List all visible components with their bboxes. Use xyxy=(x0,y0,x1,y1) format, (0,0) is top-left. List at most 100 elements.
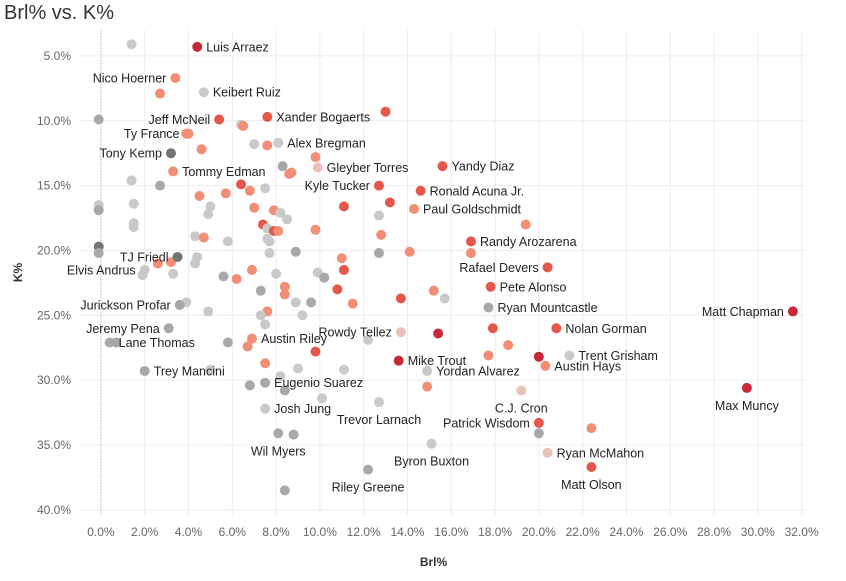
data-point[interactable] xyxy=(586,423,597,434)
data-point-labeled[interactable] xyxy=(542,262,553,273)
data-point-labeled[interactable] xyxy=(273,428,284,439)
data-point-labeled[interactable] xyxy=(363,464,374,475)
data-point[interactable] xyxy=(286,167,297,178)
data-point[interactable] xyxy=(93,205,104,216)
data-point[interactable] xyxy=(297,310,308,321)
data-point[interactable] xyxy=(128,198,139,209)
data-point[interactable] xyxy=(384,197,395,208)
data-point-labeled[interactable] xyxy=(260,377,271,388)
data-point[interactable] xyxy=(198,232,209,243)
data-point[interactable] xyxy=(168,268,179,279)
data-point[interactable] xyxy=(242,341,253,352)
data-point-labeled[interactable] xyxy=(163,323,174,334)
data-point[interactable] xyxy=(275,207,286,218)
data-point-labeled[interactable] xyxy=(246,333,257,344)
data-point-labeled[interactable] xyxy=(393,355,404,366)
data-point-labeled[interactable] xyxy=(422,366,433,377)
data-point[interactable] xyxy=(260,319,271,330)
data-point-labeled[interactable] xyxy=(426,438,437,449)
data-point[interactable] xyxy=(249,202,260,213)
data-point[interactable] xyxy=(190,258,201,269)
data-point-labeled[interactable] xyxy=(415,185,426,196)
data-point[interactable] xyxy=(282,214,293,225)
data-point[interactable] xyxy=(271,268,282,279)
data-point[interactable] xyxy=(373,210,384,221)
data-point-labeled[interactable] xyxy=(373,180,384,191)
data-point[interactable] xyxy=(264,236,275,247)
data-point-labeled[interactable] xyxy=(192,41,203,52)
data-point-labeled[interactable] xyxy=(168,166,179,177)
data-point[interactable] xyxy=(194,190,205,201)
data-point-labeled[interactable] xyxy=(483,302,494,313)
data-point[interactable] xyxy=(279,485,290,496)
data-point[interactable] xyxy=(306,297,317,308)
data-point-labeled[interactable] xyxy=(516,385,527,396)
data-point[interactable] xyxy=(249,139,260,150)
data-point[interactable] xyxy=(222,337,233,348)
data-point[interactable] xyxy=(152,258,163,269)
data-point-labeled[interactable] xyxy=(741,382,752,393)
data-point-labeled[interactable] xyxy=(395,327,406,338)
data-point[interactable] xyxy=(338,264,349,275)
data-point[interactable] xyxy=(487,323,498,334)
data-point[interactable] xyxy=(205,364,216,375)
data-point-labeled[interactable] xyxy=(437,161,448,172)
data-point-labeled[interactable] xyxy=(787,306,798,317)
data-point[interactable] xyxy=(231,273,242,284)
data-point-labeled[interactable] xyxy=(260,403,271,414)
data-point-labeled[interactable] xyxy=(551,323,562,334)
data-point[interactable] xyxy=(290,297,301,308)
data-point[interactable] xyxy=(205,201,216,212)
data-point-labeled[interactable] xyxy=(139,264,150,275)
data-point[interactable] xyxy=(332,284,343,295)
data-point[interactable] xyxy=(373,248,384,259)
data-point-labeled[interactable] xyxy=(540,360,551,371)
data-point[interactable] xyxy=(428,285,439,296)
data-point[interactable] xyxy=(155,180,166,191)
data-point-labeled[interactable] xyxy=(485,281,496,292)
data-point[interactable] xyxy=(290,246,301,257)
data-point[interactable] xyxy=(433,328,444,339)
data-point[interactable] xyxy=(220,188,231,199)
data-point[interactable] xyxy=(260,358,271,369)
data-point-labeled[interactable] xyxy=(174,299,185,310)
data-point[interactable] xyxy=(93,114,104,125)
data-point-labeled[interactable] xyxy=(214,114,225,125)
data-point[interactable] xyxy=(244,185,255,196)
data-point[interactable] xyxy=(380,106,391,117)
data-point[interactable] xyxy=(126,175,137,186)
data-point[interactable] xyxy=(203,306,214,317)
data-point[interactable] xyxy=(196,144,207,155)
data-point-labeled[interactable] xyxy=(139,366,150,377)
data-point[interactable] xyxy=(246,264,257,275)
data-point-labeled[interactable] xyxy=(409,203,420,214)
data-point[interactable] xyxy=(279,385,290,396)
data-point[interactable] xyxy=(273,226,284,237)
data-point[interactable] xyxy=(533,351,544,362)
data-point-labeled[interactable] xyxy=(373,397,384,408)
data-point[interactable] xyxy=(292,363,303,374)
data-point[interactable] xyxy=(317,393,328,404)
data-point-labeled[interactable] xyxy=(104,337,115,348)
data-point-labeled[interactable] xyxy=(262,111,273,122)
data-point[interactable] xyxy=(238,120,249,131)
data-point[interactable] xyxy=(338,201,349,212)
data-point[interactable] xyxy=(319,272,330,283)
data-point[interactable] xyxy=(422,381,433,392)
data-point[interactable] xyxy=(465,248,476,259)
data-point-labeled[interactable] xyxy=(542,447,553,458)
data-point[interactable] xyxy=(128,222,139,233)
data-point[interactable] xyxy=(244,380,255,391)
data-point[interactable] xyxy=(376,229,387,240)
data-point[interactable] xyxy=(395,293,406,304)
data-point[interactable] xyxy=(155,88,166,99)
data-point[interactable] xyxy=(310,224,321,235)
data-point-labeled[interactable] xyxy=(312,162,323,173)
data-point[interactable] xyxy=(126,39,137,50)
data-point[interactable] xyxy=(255,310,266,321)
data-point-labeled[interactable] xyxy=(273,137,284,148)
data-point[interactable] xyxy=(93,248,104,259)
data-point-labeled[interactable] xyxy=(465,236,476,247)
data-point[interactable] xyxy=(310,152,321,163)
data-point[interactable] xyxy=(363,334,374,345)
